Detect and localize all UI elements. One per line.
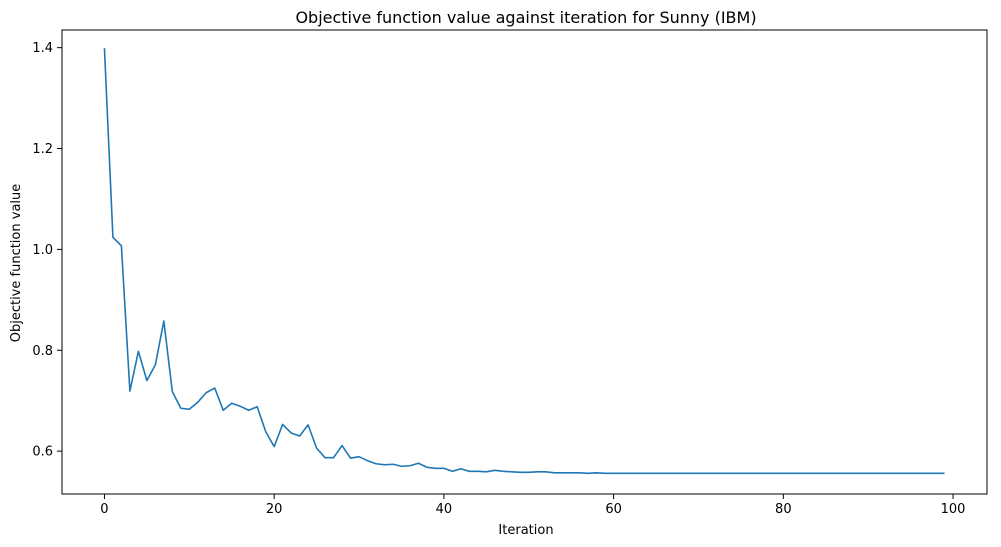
chart-title: Objective function value against iterati… [295,8,756,27]
x-tick-label: 40 [436,502,453,517]
series-line [103,48,945,475]
x-tick-label: 80 [775,502,792,517]
x-tick-label: 60 [605,502,622,517]
x-axis: 0 20 40 60 80 100 [100,494,965,517]
plot-area [61,29,988,495]
y-tick-label: 0.6 [32,445,53,460]
y-tick-label: 0.8 [32,344,53,359]
x-tick-label: 0 [100,502,108,517]
x-tick-label: 100 [941,502,966,517]
x-axis-label: Iteration [498,523,553,538]
y-tick-label: 1.0 [32,243,53,258]
y-tick-label: 1.2 [32,142,53,157]
x-tick-label: 20 [266,502,283,517]
y-tick-label: 1.4 [32,41,53,56]
y-axis: 0.6 0.8 1.0 1.2 1.4 [32,41,62,460]
y-axis-label: Objective function value [9,184,24,343]
